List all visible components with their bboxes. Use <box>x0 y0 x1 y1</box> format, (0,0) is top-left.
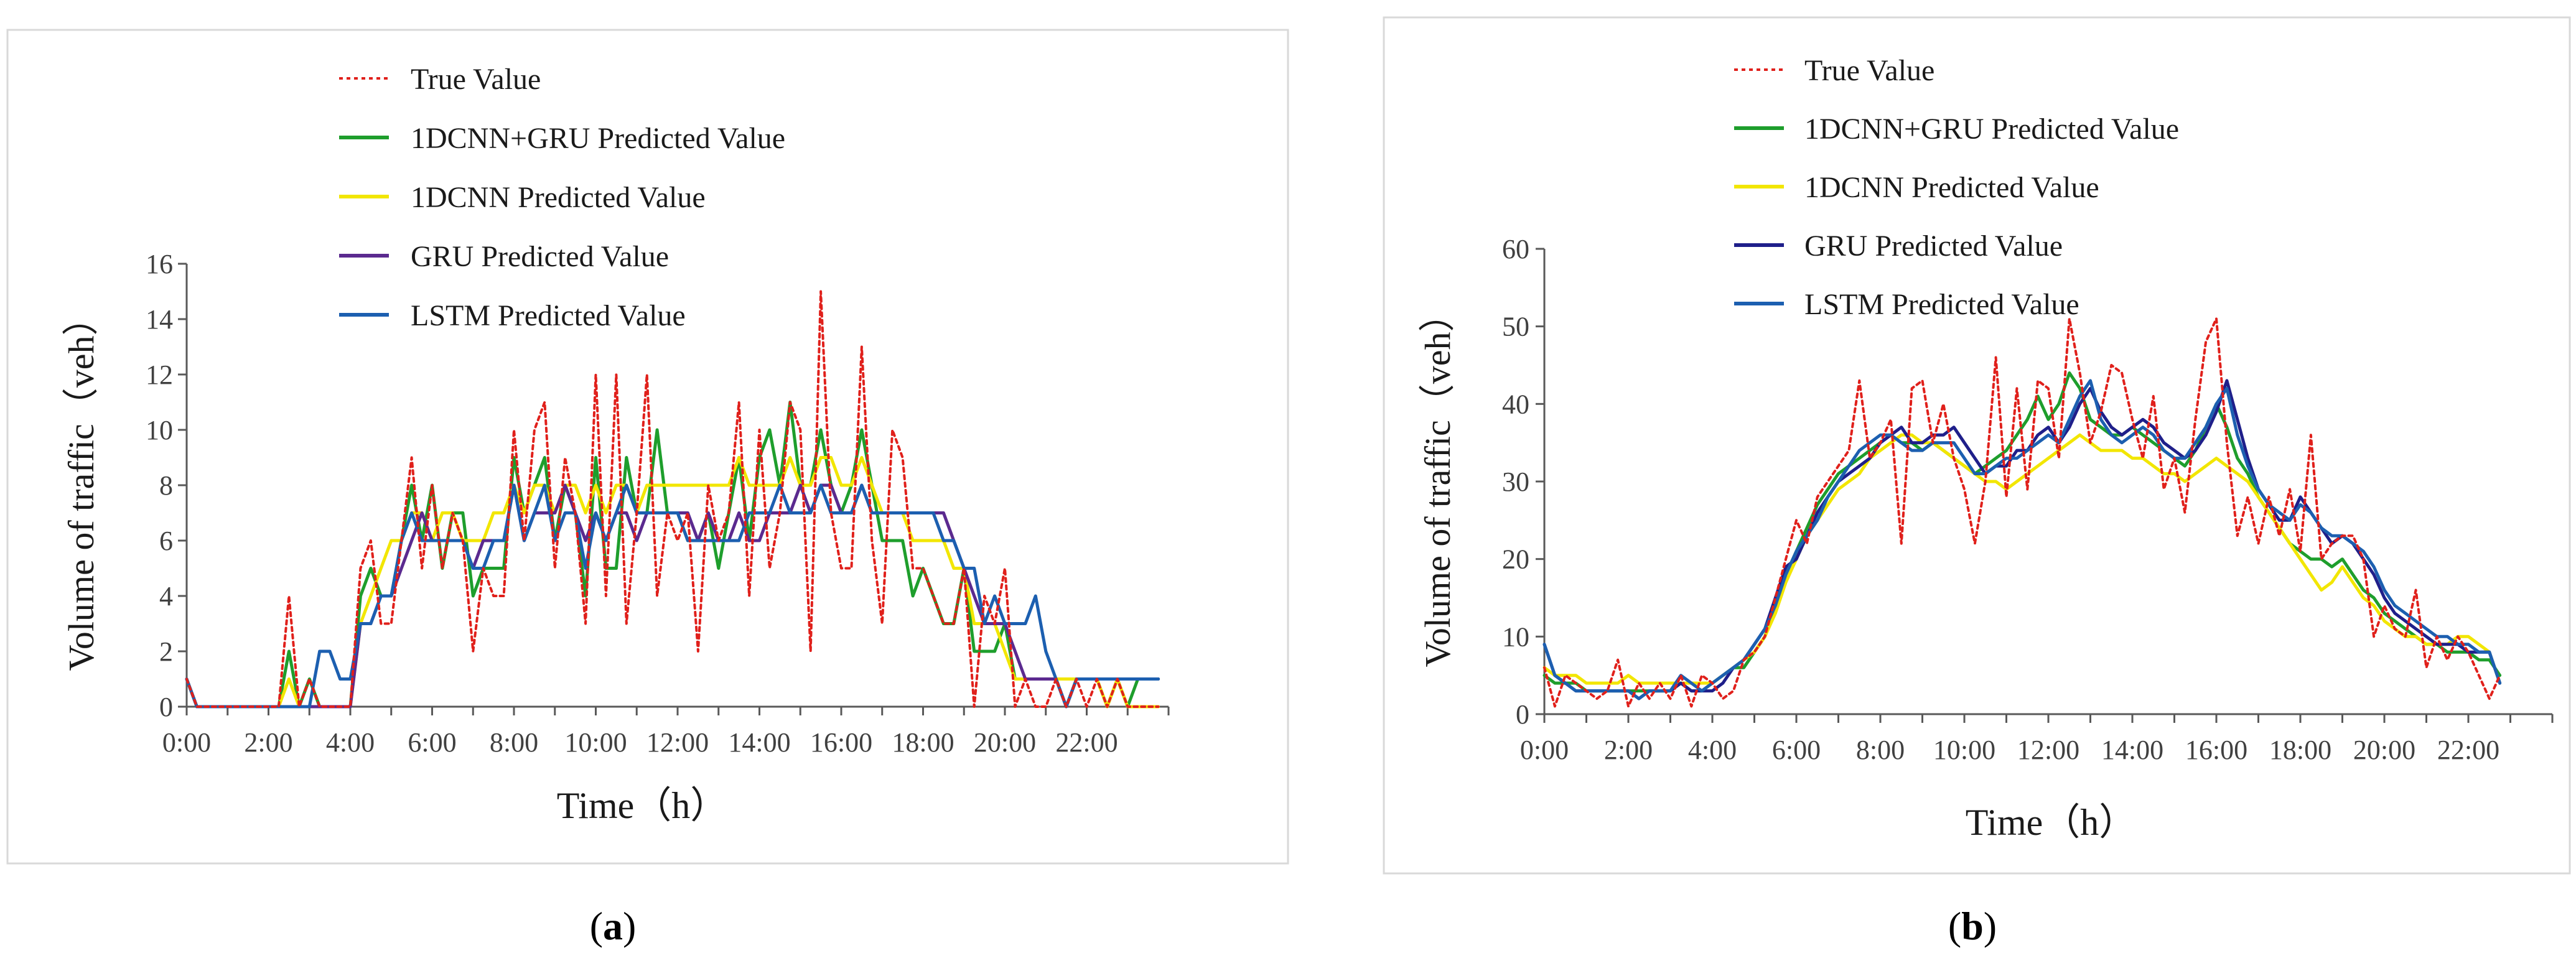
panel-a-legend-label: LSTM Predicted Value <box>411 299 686 332</box>
panel-a-legend-label: 1DCNN+GRU Predicted Value <box>411 122 785 155</box>
panel-b-y-tick-label: 50 <box>1502 312 1529 342</box>
panel-b-y-axis-title: Volume of traffic（veh） <box>1417 295 1458 667</box>
panel-b-x-tick-label: 10:00 <box>1933 735 1995 765</box>
panel-a-x-tick-label: 2:00 <box>244 727 292 758</box>
panel-a-caption-letter: a <box>603 904 623 948</box>
panel-a: 0 2 4 6 8 10 12 14 16 0:00 2:00 4:00 6:00 8:00 10:00 12… <box>6 29 1289 948</box>
panel-b-x-tick-label: 16:00 <box>2185 735 2247 765</box>
panel-b-y-tick-label: 30 <box>1502 467 1529 497</box>
panel-b-series-true-value <box>1543 317 2501 708</box>
panel-a-x-tick-label: 16:00 <box>810 727 872 758</box>
panel-b-y-tick-label: 0 <box>1516 699 1529 730</box>
panel-b-legend-label: 1DCNN Predicted Value <box>1804 171 2099 204</box>
panel-a-legend-label: GRU Predicted Value <box>411 240 669 273</box>
panel-b-x-axis-title: Time（h） <box>1966 802 2137 843</box>
panel-a-x-tick-label: 22:00 <box>1055 727 1118 758</box>
panel-b-x-tick-label: 18:00 <box>2269 735 2331 765</box>
panel-b-series-1dcnn-predicted-value <box>1542 433 2502 685</box>
panel-b-legend-label: 1DCNN+GRU Predicted Value <box>1804 113 2179 146</box>
panel-a-y-tick-label: 16 <box>146 249 173 279</box>
panel-b-x-tick-label: 6:00 <box>1772 735 1821 765</box>
panel-b-caption: (b) <box>1948 904 1997 948</box>
panel-a-y-tick-label: 10 <box>146 415 173 445</box>
panel-a-legend-label: 1DCNN Predicted Value <box>411 181 706 214</box>
panel-a-legend: True Value 1DCNN+GRU Predicted Value 1DCNN… <box>339 63 785 332</box>
panel-a-x-tick-label: 10:00 <box>564 727 627 758</box>
panel-b-x-tick-label: 8:00 <box>1856 735 1905 765</box>
panel-b-legend-label: LSTM Predicted Value <box>1804 288 2079 321</box>
panel-b-x-tick-label: 22:00 <box>2437 735 2499 765</box>
panel-a-y-tick-label: 8 <box>159 470 173 501</box>
panel-a-y-axis-title: Volume of traffic（veh） <box>61 299 101 671</box>
panel-a-x-tick-label: 18:00 <box>892 727 954 758</box>
panel-a-caption-close: ) <box>623 904 636 948</box>
panel-a-y-tick-label: 12 <box>146 360 173 390</box>
panel-a-y-tick-label: 14 <box>146 304 173 335</box>
panel-a-frame <box>6 29 1289 865</box>
panel-a-x-tick-label: 8:00 <box>490 727 538 758</box>
panel-b-legend-label: True Value <box>1804 54 1934 87</box>
panel-b-y-tick-label: 20 <box>1502 544 1529 575</box>
panel-b-y-tick-label: 60 <box>1502 234 1529 264</box>
panel-a-x-tick-label: 12:00 <box>646 727 709 758</box>
panel-a-series-lstm-predicted-value <box>185 483 1160 709</box>
panel-a-x-tick-label: 20:00 <box>974 727 1036 758</box>
panel-b-caption-open: ( <box>1948 904 1961 948</box>
panel-a-plot: 0 2 4 6 8 10 12 14 16 0:00 2:00 4:00 6:00 8:00 10:00 12… <box>61 249 1170 826</box>
panel-b-plot: 0 10 20 30 40 50 60 0:00 2:00 4:00 6:00 8:00 10:00 12… <box>1417 234 2554 843</box>
panel-b-caption-close: ) <box>1984 904 1997 948</box>
panel-a-x-axis-title: Time（h） <box>557 785 728 826</box>
panel-a-caption-open: ( <box>590 904 603 948</box>
panel-a-y-tick-label: 6 <box>159 526 173 556</box>
panel-b-caption-letter: b <box>1961 904 1984 948</box>
panel-b-x-tick-label: 0:00 <box>1520 735 1569 765</box>
panel-b-frame <box>1383 16 2571 875</box>
panel-a-series-true-value <box>185 290 1160 708</box>
panel-b-y-tick-label: 40 <box>1502 389 1529 419</box>
panel-a-y-tick-label: 0 <box>159 692 173 722</box>
panel-a-x-tick-label: 14:00 <box>728 727 790 758</box>
panel-b-x-tick-label: 14:00 <box>2101 735 2163 765</box>
panel-b-x-tick-label: 2:00 <box>1604 735 1653 765</box>
panel-b: 0 10 20 30 40 50 60 0:00 2:00 4:00 6:00 8:00 10:00 12… <box>1383 16 2571 948</box>
panel-a-y-tick-label: 2 <box>159 636 173 667</box>
panel-a-x-tick-label: 4:00 <box>326 727 375 758</box>
panel-a-y-tick-label: 4 <box>159 581 173 612</box>
panel-b-legend-label: GRU Predicted Value <box>1804 230 2063 263</box>
panel-a-legend-label: True Value <box>411 63 541 96</box>
panel-b-x-tick-label: 20:00 <box>2353 735 2415 765</box>
panel-a-x-tick-label: 0:00 <box>162 727 211 758</box>
panel-b-y-tick-label: 10 <box>1502 621 1529 652</box>
panel-b-legend: True Value 1DCNN+GRU Predicted Value 1DCNN… <box>1734 54 2179 321</box>
panel-b-x-tick-label: 12:00 <box>2017 735 2079 765</box>
panel-a-caption: (a) <box>590 904 637 948</box>
panel-b-x-tick-label: 4:00 <box>1688 735 1737 765</box>
panel-a-x-tick-label: 6:00 <box>408 727 456 758</box>
